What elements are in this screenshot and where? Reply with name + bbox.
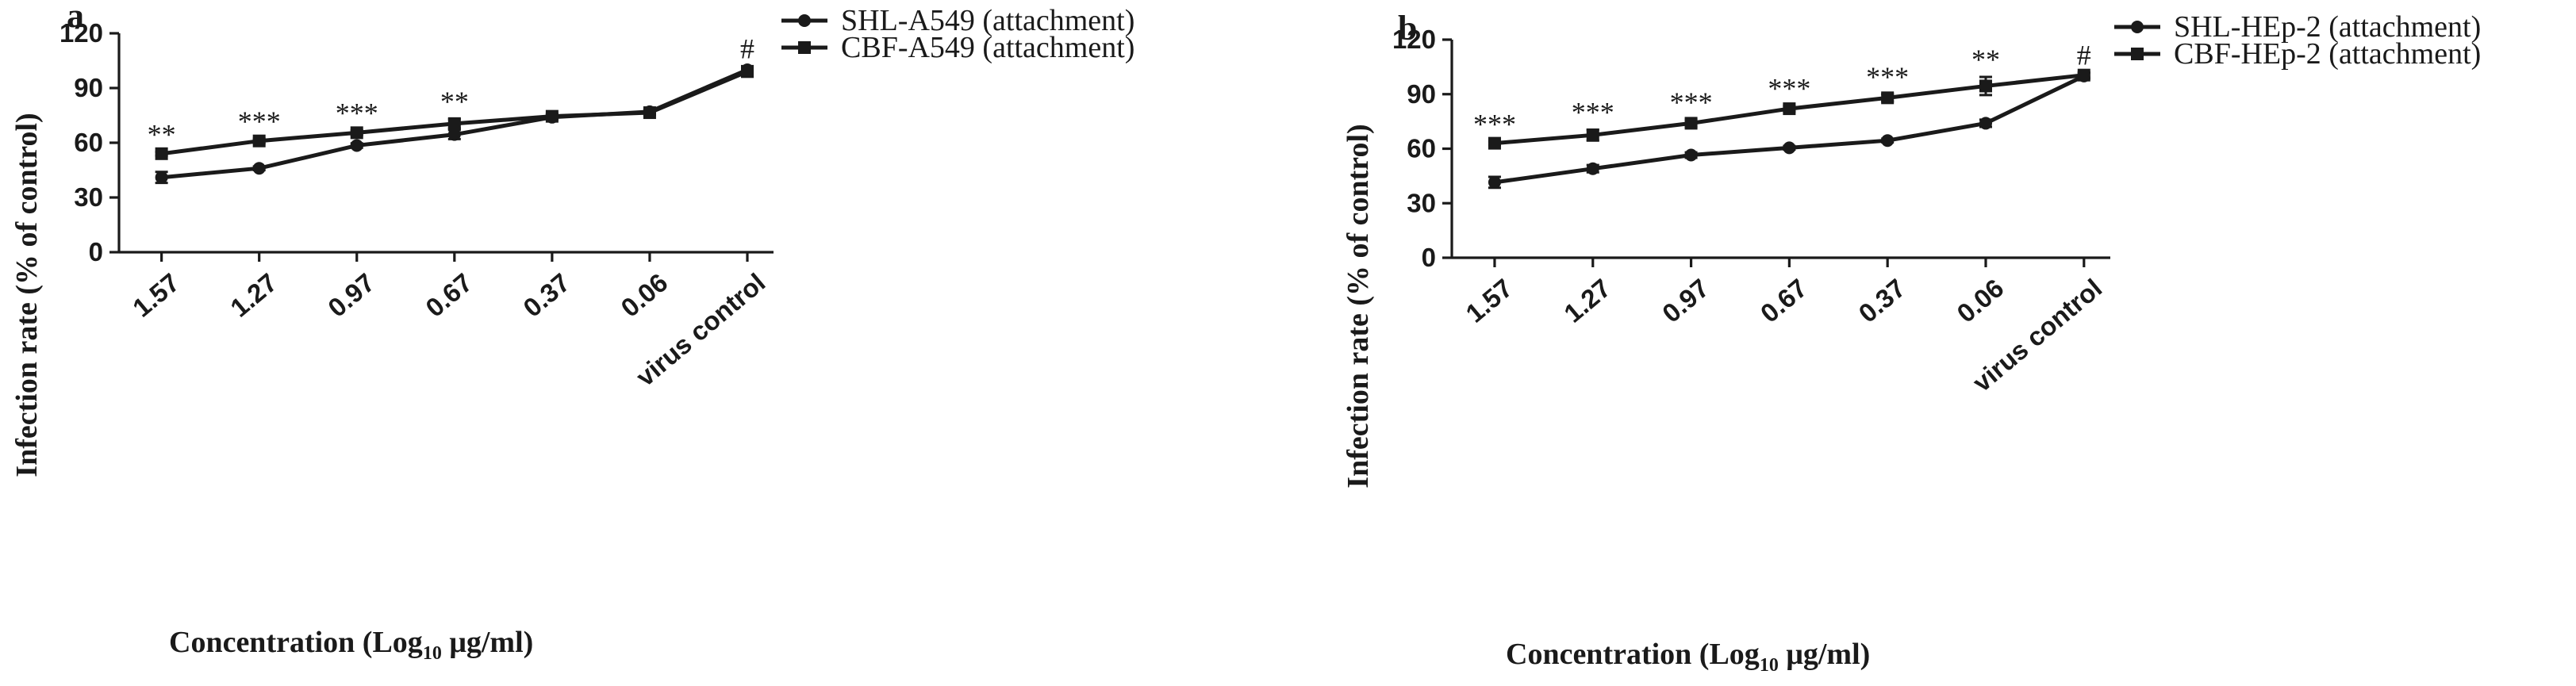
- significance-annotation-b-1: ***: [1572, 96, 1614, 128]
- point-cbf-a549-attachment-1: [252, 134, 266, 148]
- legend-marker-shl-hep-2-attachment: [2131, 21, 2144, 33]
- x-axis-title-b-sub: 10: [1760, 655, 1779, 676]
- y-tick-label-b-120: 120: [1392, 25, 1436, 54]
- point-cbf-a549-attachment-0: [155, 147, 168, 160]
- significance-annotation-a-3: **: [440, 86, 469, 117]
- y-tick-label-b-90: 90: [1407, 79, 1436, 109]
- x-tick-label-a-0-67: 0.67: [420, 267, 478, 323]
- chart-panel-a: a Infection rate (% of control) Concentr…: [10, 0, 1134, 664]
- x-tick-label-a-0-97: 0.97: [322, 267, 380, 323]
- point-shl-a549-attachment-0: [155, 171, 168, 184]
- legend-marker-cbf-a549-attachment: [798, 41, 811, 54]
- x-axis-title-b: Concentration (Log10 μg/ml): [1506, 638, 1870, 676]
- point-shl-hep-2-attachment-2: [1684, 148, 1698, 162]
- x-axis-title-a-sub: 10: [423, 643, 442, 664]
- point-cbf-hep-2-attachment-2: [1684, 117, 1698, 130]
- point-cbf-a549-attachment-2: [350, 126, 363, 140]
- y-axis-title-a: Infection rate (% of control): [10, 113, 44, 477]
- chart-panel-b: b Infection rate (% of control) Concentr…: [1342, 9, 2481, 676]
- legend-label-shl-hep-2-attachment: SHL-HEp-2 (attachment): [2174, 10, 2481, 44]
- significance-annotation-b-6: #: [2077, 39, 2091, 71]
- x-tick-label-b-0-97: 0.97: [1657, 273, 1714, 328]
- x-tick-label-b-1-57: 1.57: [1460, 273, 1518, 328]
- x-tick-label-a-0-06: 0.06: [615, 267, 673, 323]
- point-shl-hep-2-attachment-1: [1586, 162, 1599, 175]
- point-cbf-a549-attachment-4: [545, 109, 559, 123]
- point-cbf-hep-2-attachment-1: [1586, 128, 1599, 142]
- point-cbf-a549-attachment-3: [447, 117, 461, 130]
- legend-label-shl-a549-attachment: SHL-A549 (attachment): [841, 4, 1134, 37]
- point-cbf-hep-2-attachment-0: [1488, 136, 1501, 150]
- significance-annotation-b-2: ***: [1670, 86, 1713, 118]
- x-tick-label-a-0-37: 0.37: [517, 267, 575, 323]
- point-shl-a549-attachment-2: [350, 139, 363, 152]
- point-cbf-a549-attachment-5: [643, 106, 656, 120]
- x-tick-label-b-0-06: 0.06: [1951, 273, 2009, 328]
- x-tick-label-b-0-37: 0.37: [1853, 273, 1911, 328]
- x-tick-label-b-0-67: 0.67: [1755, 273, 1813, 328]
- point-cbf-hep-2-attachment-6: [2077, 68, 2090, 82]
- y-tick-label-b-0: 0: [1422, 243, 1436, 272]
- y-tick-label-b-30: 30: [1407, 188, 1436, 217]
- significance-annotation-b-5: **: [1971, 44, 2000, 75]
- significance-annotation-a-1: ***: [238, 105, 281, 137]
- x-axis-title-b-main: Concentration (Log: [1506, 638, 1760, 671]
- point-shl-hep-2-attachment-0: [1488, 175, 1501, 189]
- point-cbf-hep-2-attachment-5: [1979, 79, 1992, 93]
- legend-marker-cbf-hep-2-attachment: [2131, 48, 2144, 60]
- significance-annotation-b-4: ***: [1866, 61, 1909, 93]
- point-cbf-hep-2-attachment-3: [1783, 102, 1796, 116]
- legend-label-cbf-a549-attachment: CBF-A549 (attachment): [841, 31, 1134, 64]
- point-shl-a549-attachment-1: [252, 162, 266, 175]
- significance-annotation-b-0: ***: [1473, 108, 1516, 140]
- y-tick-label-a-120: 120: [60, 18, 103, 48]
- y-tick-label-a-60: 60: [74, 128, 103, 157]
- y-axis-title-b: Infection rate (% of control): [1342, 124, 1375, 488]
- point-shl-a549-attachment-3: [447, 128, 461, 141]
- point-cbf-hep-2-attachment-4: [1881, 91, 1895, 105]
- x-axis-title-a: Concentration (Log10 μg/ml): [169, 626, 533, 664]
- y-tick-label-a-30: 30: [74, 182, 103, 212]
- y-tick-label-a-0: 0: [89, 237, 103, 266]
- y-tick-label-b-60: 60: [1407, 134, 1436, 163]
- significance-annotation-a-2: ***: [336, 98, 378, 129]
- legend-label-cbf-hep-2-attachment: CBF-HEp-2 (attachment): [2174, 37, 2481, 71]
- legend-marker-shl-a549-attachment: [798, 14, 811, 27]
- panel-letter-a: a: [67, 0, 84, 35]
- significance-annotation-a-6: #: [740, 33, 754, 64]
- y-tick-label-a-90: 90: [74, 73, 103, 102]
- point-cbf-a549-attachment-6: [741, 65, 754, 79]
- significance-annotation-a-0: **: [148, 119, 176, 151]
- point-shl-hep-2-attachment-3: [1783, 141, 1796, 155]
- significance-annotation-b-3: ***: [1768, 73, 1810, 105]
- x-axis-title-a-tail: μg/ml): [442, 626, 533, 659]
- x-axis-title-a-main: Concentration (Log: [169, 626, 423, 659]
- x-tick-label-b-1-27: 1.27: [1558, 273, 1616, 328]
- x-axis-title-b-tail: μg/ml): [1779, 638, 1870, 671]
- x-tick-label-a-1-57: 1.57: [127, 267, 185, 323]
- point-shl-hep-2-attachment-4: [1881, 134, 1895, 148]
- x-tick-label-a-1-27: 1.27: [225, 267, 282, 323]
- panel-letter-b: b: [1398, 9, 1417, 48]
- point-shl-hep-2-attachment-5: [1979, 117, 1992, 130]
